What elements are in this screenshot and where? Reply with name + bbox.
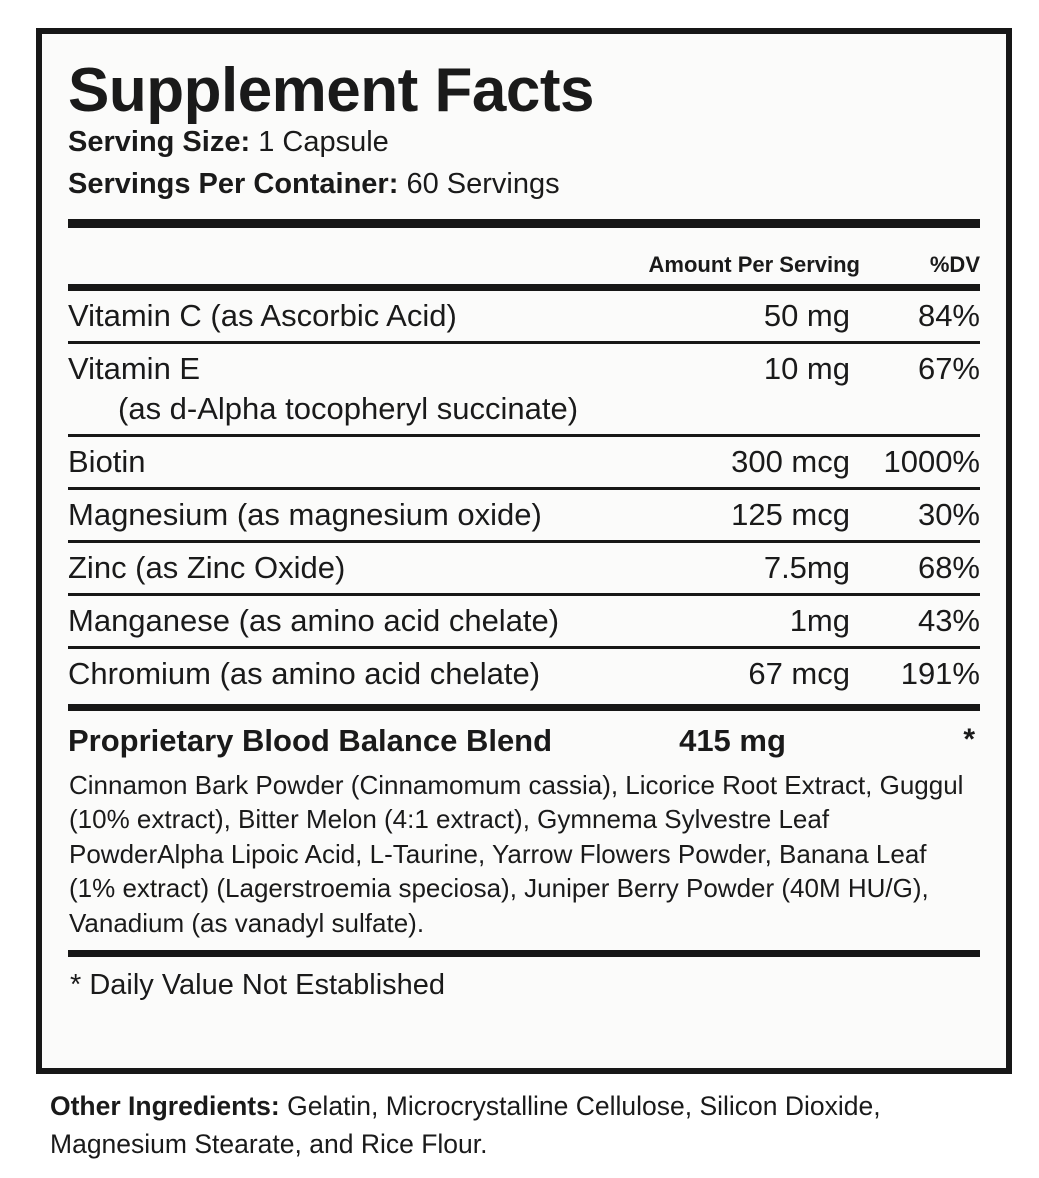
divider-thin [68,340,980,344]
table-row: Chromium (as amino acid chelate) 67 mcg … [68,649,980,699]
divider-thin [68,433,980,437]
nutrient-name: Manganese (as amino acid chelate) [68,602,560,638]
divider-thin [68,592,980,596]
nutrient-name: Vitamin C (as Ascorbic Acid) [68,297,457,333]
nutrient-dv: 1000% [883,443,980,479]
divider-thick-below-headers [68,283,980,291]
table-row: Magnesium (as magnesium oxide) 125 mcg 3… [68,490,980,540]
blend-dv-asterisk: * [963,722,975,756]
blend-ingredients: Cinnamon Bark Powder (Cinnamomum cassia)… [69,769,964,938]
divider-thin [68,539,980,543]
nutrient-amount: 300 mcg [731,443,850,479]
divider-thick-above-footnote [68,950,980,958]
nutrient-dv: 68% [917,549,980,585]
nutrient-dv: 43% [917,602,980,638]
nutrient-amount: 10 mg [763,350,850,386]
serving-size-line: Serving Size: 1 Capsule [68,122,980,164]
divider-thick-above-blend [68,703,980,711]
table-row: Vitamin C (as Ascorbic Acid) 50 mg 84% [68,291,980,341]
serving-size-label: Serving Size: [68,126,251,158]
nutrient-amount: 50 mg [763,297,850,333]
column-header-dv: %DV [929,251,980,277]
blend-name: Proprietary Blood Balance Blend [68,722,553,758]
table-row: Zinc (as Zinc Oxide) 7.5mg 68% [68,543,980,593]
nutrient-amount: 1mg [789,602,850,638]
column-header-amount: Amount Per Serving [648,251,860,277]
serving-size-value: 1 Capsule [258,126,389,158]
divider-thin [68,645,980,649]
proprietary-blend-row: Proprietary Blood Balance Blend 415 mg * [68,711,980,762]
nutrient-dv: 191% [900,655,980,691]
nutrient-name-subline: (as d-Alpha tocopheryl succinate) [118,390,579,426]
blend-amount: 415 mg [679,722,786,758]
nutrient-name-block: Vitamin E (as d-Alpha tocopheryl succina… [68,353,615,424]
nutrient-dv: 67% [917,350,980,386]
nutrient-name: Zinc (as Zinc Oxide) [68,549,346,585]
nutrient-name: Biotin [68,443,146,479]
table-row: Manganese (as amino acid chelate) 1mg 43… [68,596,980,646]
other-ingredients: Other Ingredients: Gelatin, Microcrystal… [50,1088,1010,1163]
table-row: Biotin 300 mcg 1000% [68,437,980,487]
nutrient-dv: 30% [917,496,980,532]
nutrient-name: Magnesium (as magnesium oxide) [68,496,542,532]
servings-per-container-value: 60 Servings [406,167,560,200]
daily-value-footnote: * Daily Value Not Established [70,969,446,1002]
nutrient-name: Vitamin E [68,350,201,386]
other-ingredients-label: Other Ingredients: [50,1091,280,1121]
nutrient-amount: 67 mcg [748,655,850,691]
supplement-facts-panel: Supplement Facts Serving Size: 1 Capsule… [36,28,1012,1074]
divider-thick-top [68,218,980,228]
servings-per-container-line: Servings Per Container: 60 Servings [68,164,980,206]
divider-thin [68,486,980,490]
nutrient-amount: 7.5mg [763,549,850,585]
nutrient-name: Chromium (as amino acid chelate) [68,655,541,691]
page-title: Supplement Facts [68,56,595,125]
nutrient-amount: 125 mcg [731,496,850,532]
table-row: Vitamin E (as d-Alpha tocopheryl succina… [68,344,980,434]
column-headers: Amount Per Serving %DV [68,228,980,284]
servings-per-container-label: Servings Per Container: [68,167,399,200]
nutrient-dv: 84% [917,297,980,333]
other-ingredients-value: Gelatin, Microcrystalline Cellulose, Sil… [50,1091,881,1159]
